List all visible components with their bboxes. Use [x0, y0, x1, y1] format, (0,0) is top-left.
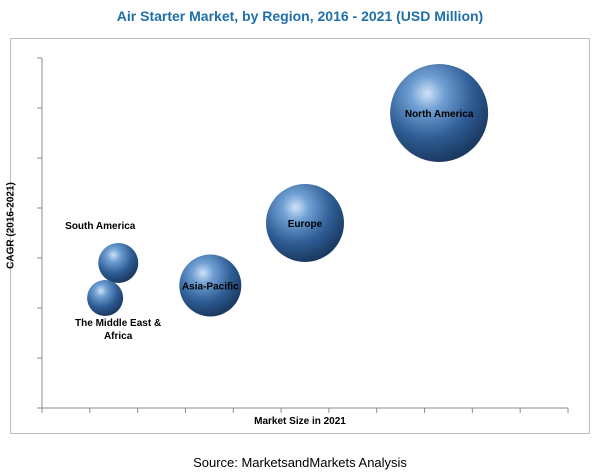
bubble-the-middle-east-africa [87, 280, 124, 316]
bubble-asia-pacific [179, 254, 242, 317]
source-note: Source: MarketsandMarkets Analysis [193, 455, 407, 470]
bubble-label-north-america: North America [405, 109, 474, 120]
bubble-europe [266, 184, 344, 262]
bubble-label-the-middle-east-africa: The Middle East & [75, 318, 161, 329]
chart-title: Air Starter Market, by Region, 2016 - 20… [116, 8, 484, 24]
bubble-label-europe: Europe [288, 219, 323, 230]
x-axis-label: Market Size in 2021 [254, 416, 346, 427]
bubble-label-south-america: South America [65, 221, 136, 232]
chart-frame [10, 38, 590, 434]
bubble-label-the-middle-east-africa-line2: Africa [104, 331, 133, 342]
bubble-south-america [98, 243, 139, 283]
bubble-north-america [390, 64, 489, 162]
bubble-label-asia-pacific: Asia-Pacific [182, 282, 239, 293]
